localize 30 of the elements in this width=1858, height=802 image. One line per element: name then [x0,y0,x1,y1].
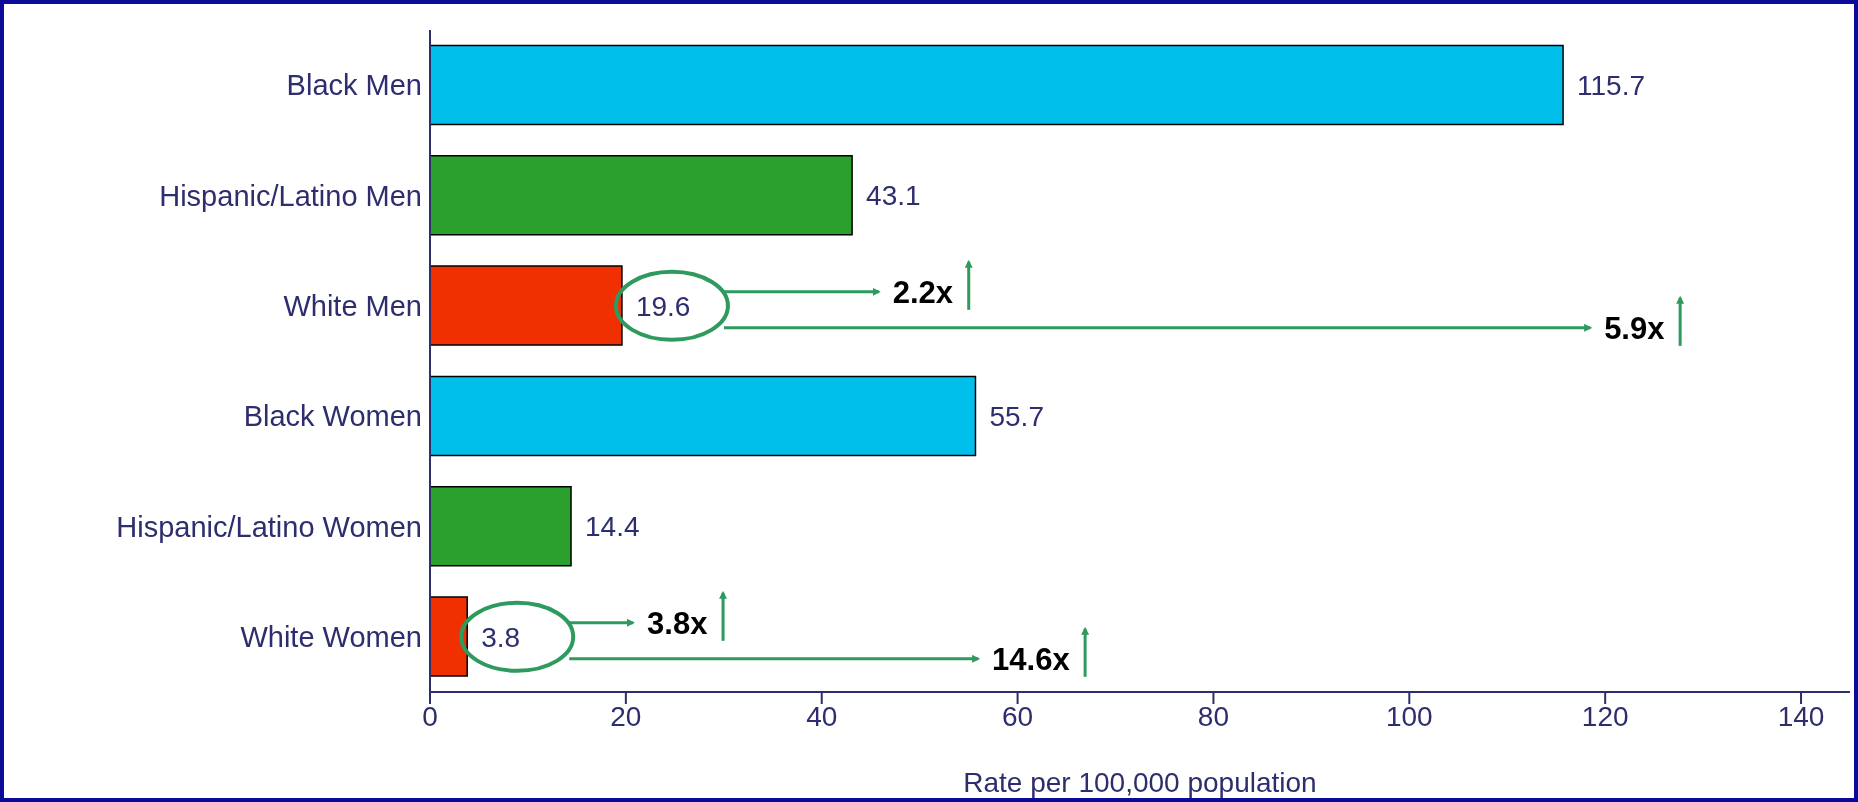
data-label: 3.8 [481,621,521,653]
annotation: 14.6x [992,641,1071,677]
annotation: 5.9x [1604,310,1666,346]
data-label: 115.7 [1577,69,1646,101]
bar [430,375,977,457]
x-tick-label: 60 [1002,700,1034,732]
data-label: 19.6 [635,290,691,322]
data-label: 55.7 [989,400,1044,432]
bar [430,155,853,236]
annotation: 2.2x [892,274,954,310]
y-tick-label: White Men [283,290,422,323]
y-tick-label: Black Men [286,69,422,102]
x-tick-label: 140 [1777,700,1825,732]
annotation: 3.8x [647,605,709,641]
bar [430,486,572,567]
x-tick-label: 0 [422,700,438,732]
data-label: 14.4 [585,511,640,543]
x-tick-label: 80 [1197,700,1230,732]
x-tick-label: 20 [610,700,642,732]
x-axis-title: Rate per 100,000 population [963,767,1317,798]
x-tick-label: 40 [806,700,838,732]
y-tick-label: White Women [240,621,422,654]
bar [430,44,1564,126]
x-tick-label: 100 [1385,700,1433,732]
y-tick-label: Black Women [243,400,422,433]
data-label: 43.1 [866,180,921,212]
bar [430,596,468,677]
y-tick-label: Hispanic/Latino Women [116,510,422,543]
x-tick-label: 120 [1581,700,1629,732]
y-tick-label: Hispanic/Latino Men [159,179,422,212]
